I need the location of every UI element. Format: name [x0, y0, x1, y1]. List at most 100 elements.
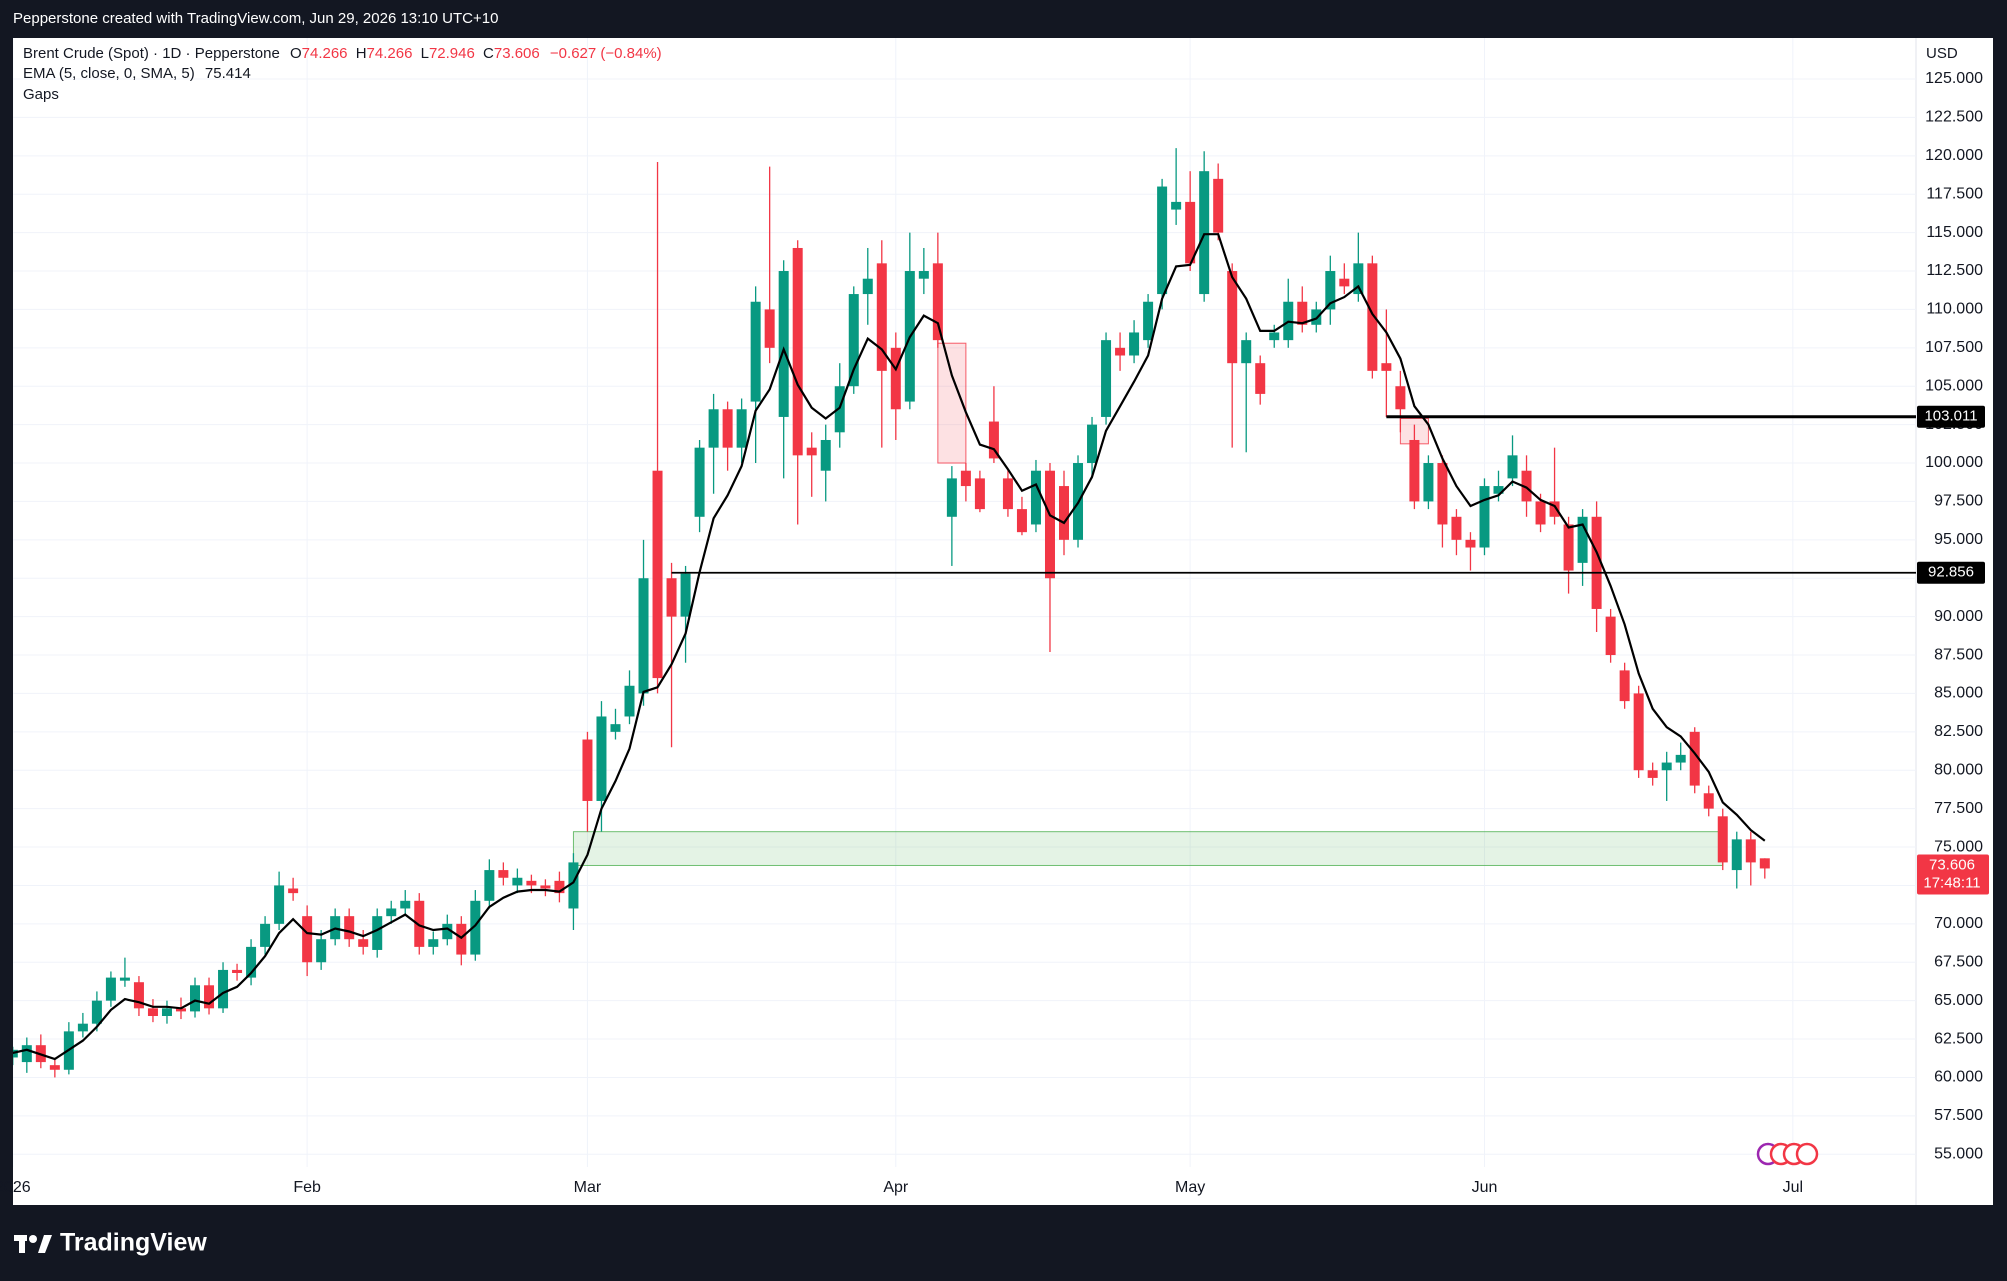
y-tick-label: 120.000	[1925, 147, 1983, 164]
candle-body	[414, 900, 425, 947]
candle-body	[596, 716, 607, 801]
y-tick-label: 117.500	[1926, 185, 1983, 202]
candle-body	[77, 1023, 88, 1032]
marks	[13, 148, 1916, 1078]
candle-body	[1087, 424, 1098, 464]
candle-body	[1535, 501, 1546, 525]
y-tick-label: 105.000	[1925, 377, 1983, 394]
candle-body	[344, 916, 355, 940]
legend-main: Brent Crude (Spot) · 1D · Pepperstone O7…	[23, 45, 662, 62]
legend-l: L	[421, 45, 429, 62]
candle-body	[1759, 858, 1770, 869]
legend-high: 74.266	[367, 45, 413, 62]
candle-body	[1465, 539, 1476, 548]
logo: TradingView	[14, 1229, 207, 1257]
legend-c: C	[483, 45, 494, 62]
y-tick-label: 67.500	[1934, 953, 1983, 970]
ema-line	[13, 233, 1766, 1061]
candle-body	[49, 1065, 60, 1070]
candle-body	[498, 870, 509, 878]
currency: USD	[1926, 45, 1958, 62]
price-axis: 55.000 57.500 60.000 62.500 65.000 67.500 70.0…	[1925, 70, 1983, 1162]
y-tick-label: 80.000	[1934, 761, 1983, 778]
candle-body	[302, 916, 313, 963]
candle-body	[1339, 278, 1350, 287]
candle-body	[161, 1008, 172, 1017]
plot-area	[13, 38, 1993, 1205]
y-tick-label: 55.000	[1934, 1145, 1983, 1162]
candle-body	[960, 470, 971, 487]
candle-body	[1241, 340, 1252, 364]
candle-body	[1451, 516, 1462, 540]
candle-body	[386, 908, 397, 917]
candle-body	[1423, 463, 1434, 502]
candle-body	[1325, 271, 1336, 310]
candle-body	[988, 421, 999, 459]
candle-body	[1717, 816, 1728, 863]
candle-body	[1605, 616, 1616, 656]
candle-body	[624, 685, 635, 717]
candle-body	[288, 888, 299, 894]
candle-body	[820, 439, 831, 471]
candle-body	[1157, 186, 1168, 295]
logo-part	[29, 1235, 37, 1243]
candle-body	[1437, 463, 1448, 525]
y-tick-label: 115.000	[1926, 224, 1983, 241]
candle-body	[1143, 301, 1154, 341]
candle-body	[372, 916, 383, 950]
candle-body	[428, 939, 439, 947]
candle-body	[133, 982, 144, 1009]
grid	[13, 38, 1916, 1167]
candle-body	[1731, 839, 1742, 871]
y-tick-label: 60.000	[1934, 1069, 1983, 1086]
candle-body	[722, 409, 733, 448]
y-tick-label: 90.000	[1934, 608, 1983, 625]
y-tick-label: 125.000	[1925, 70, 1983, 87]
legend-o: O	[290, 45, 302, 62]
ema-value: 75.414	[205, 65, 251, 82]
candle-body	[274, 885, 285, 924]
candle-body	[1115, 347, 1126, 356]
y-tick-label: 62.500	[1934, 1030, 1983, 1047]
price-tag-label: 73.606	[1929, 856, 1975, 873]
candle-body	[1199, 171, 1210, 295]
x-tick-label: 2026	[0, 1179, 31, 1196]
y-tick-label: 57.500	[1934, 1107, 1983, 1124]
candle-body	[512, 877, 523, 886]
candle-body	[1016, 509, 1027, 533]
candle-body	[400, 900, 411, 909]
candle-body	[1269, 332, 1280, 341]
y-tick-label: 70.000	[1934, 915, 1983, 932]
y-tick-label: 75.000	[1934, 838, 1983, 855]
header: Pepperstone created with TradingView.com…	[13, 10, 498, 27]
candle-body	[1381, 363, 1392, 371]
candle-body	[1353, 263, 1364, 295]
candle-body	[218, 969, 229, 1009]
candle-body	[484, 870, 495, 901]
candle-body	[694, 447, 705, 517]
candle-body	[175, 1008, 186, 1012]
candle-body	[876, 263, 887, 371]
candle-body	[246, 946, 257, 978]
candle-body	[806, 447, 817, 456]
candle-body	[1507, 455, 1518, 479]
candle-body	[736, 409, 747, 448]
candle-body	[1395, 386, 1406, 410]
legend-ema: EMA (5, close, 0, SMA, 5) 75.414	[23, 65, 251, 82]
candle-body	[666, 578, 677, 617]
candle-body	[21, 1045, 32, 1063]
candle-body	[1703, 793, 1714, 809]
candle-body	[190, 985, 201, 1012]
candle-body	[1227, 271, 1238, 364]
candle-body	[932, 263, 943, 341]
y-tick-label: 110.000	[1926, 301, 1983, 318]
candle-body	[1297, 301, 1308, 325]
candle-body	[890, 347, 901, 410]
candle-body	[708, 409, 719, 448]
candle-body	[1409, 439, 1420, 502]
candle-body	[1255, 363, 1266, 394]
candle-body	[1493, 486, 1504, 494]
logo-part	[19, 1235, 25, 1253]
candle-body	[1101, 340, 1112, 417]
